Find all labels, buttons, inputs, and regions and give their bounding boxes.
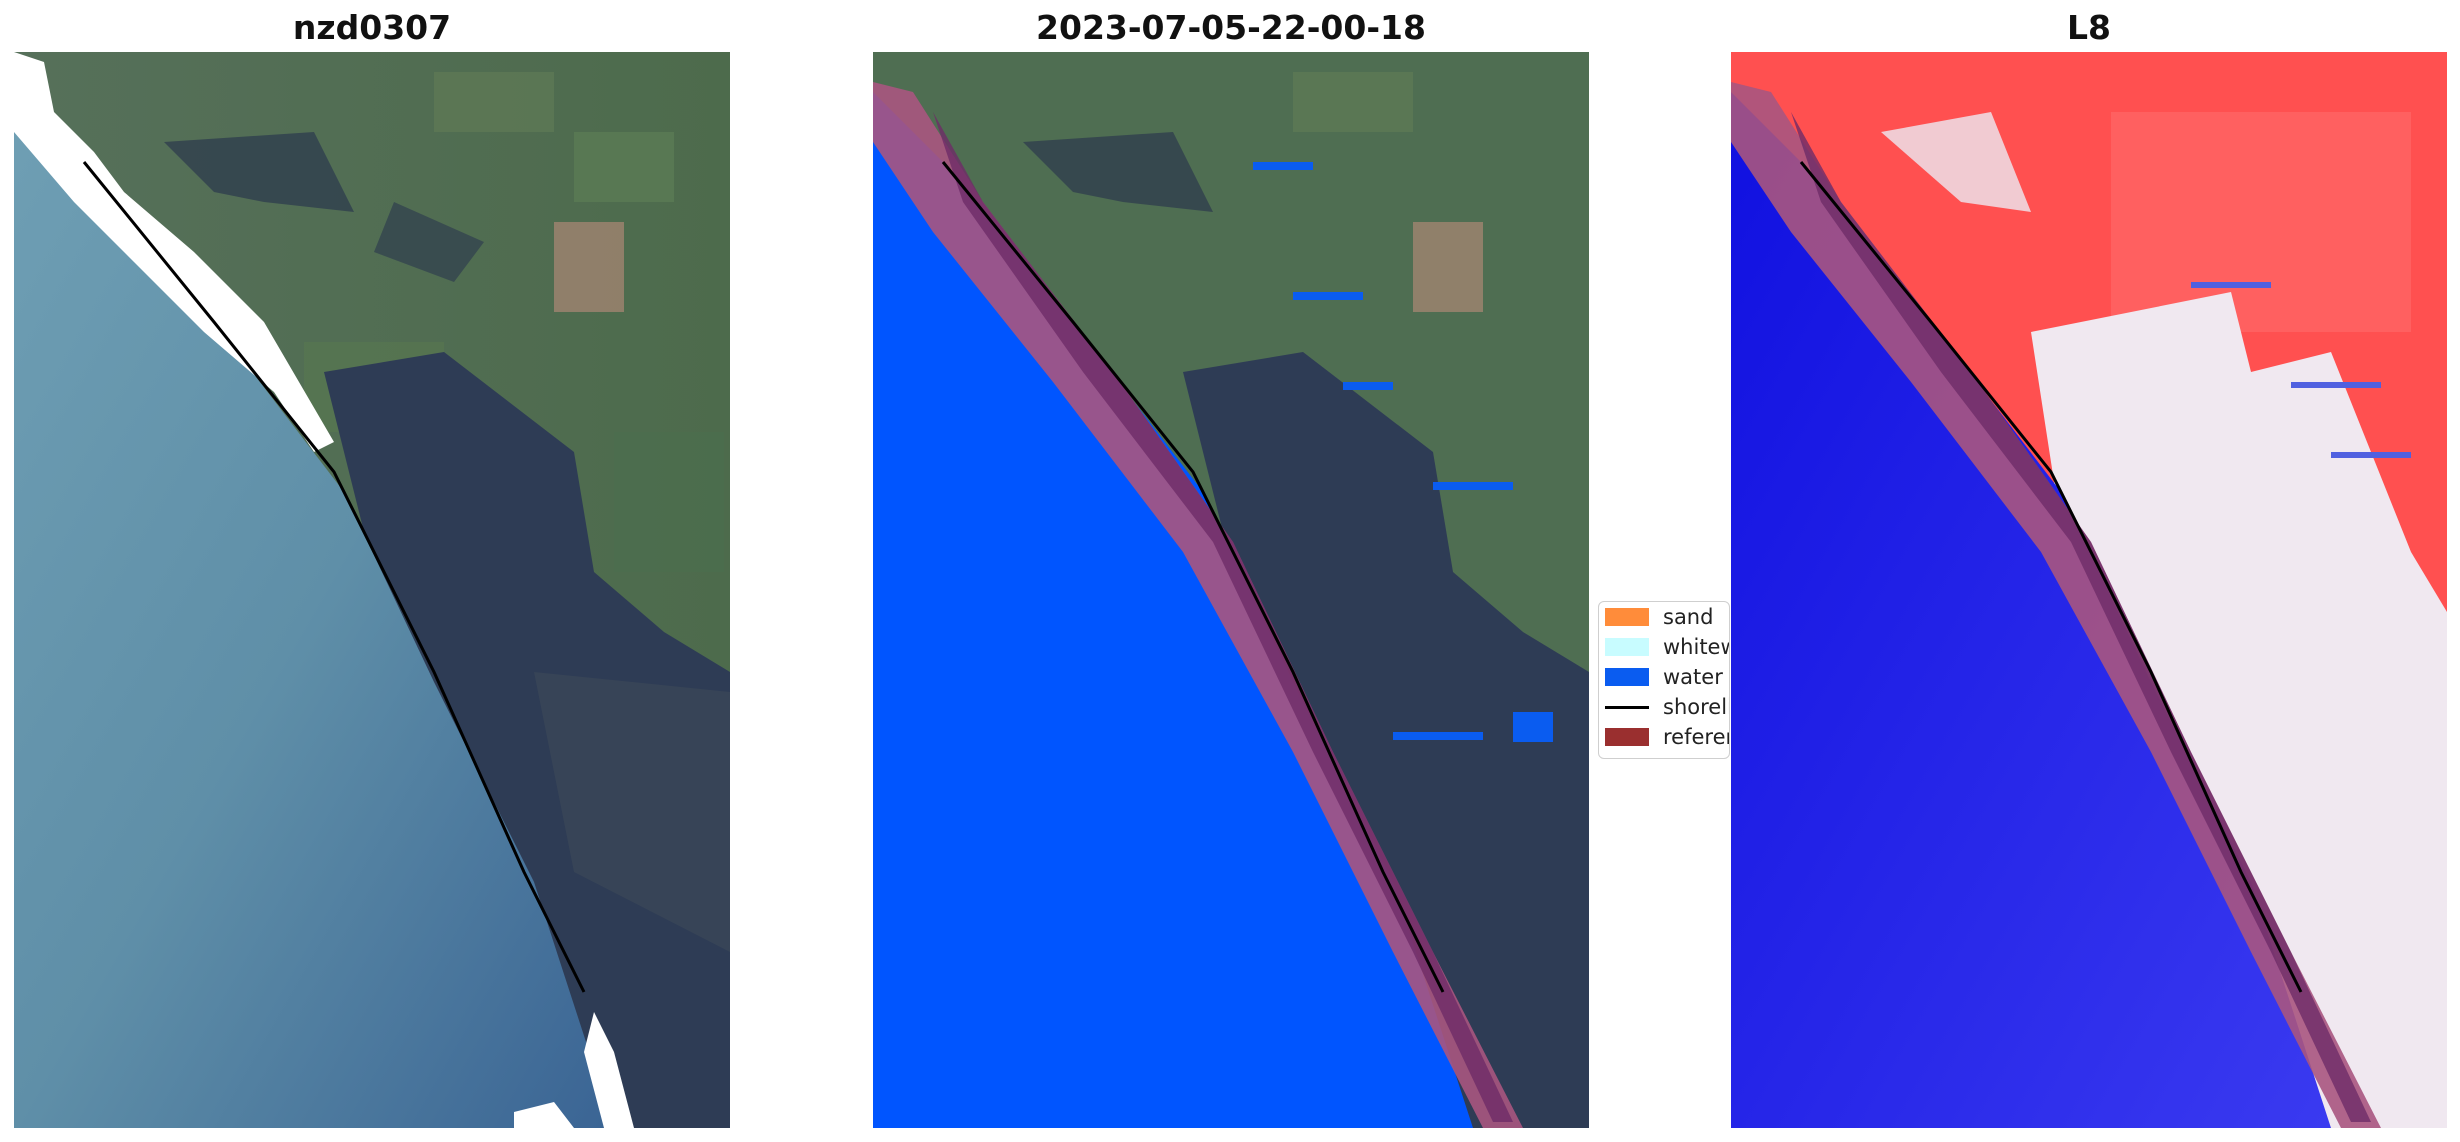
legend-item-water: water xyxy=(1605,664,1723,690)
panel-title-rgb: nzd0307 xyxy=(292,8,452,47)
index-shoreline xyxy=(1799,161,2303,993)
legend-label: water xyxy=(1663,665,1723,689)
water-swatch xyxy=(1605,668,1649,686)
classified-shoreline xyxy=(941,161,1445,993)
legend-item-shoreline: shoreline xyxy=(1605,694,1729,720)
whitewater-swatch xyxy=(1605,638,1649,656)
legend-label: shoreline xyxy=(1663,695,1729,719)
panel-title-classified: 2023-07-05-22-00-18 xyxy=(1036,8,1426,47)
index-image xyxy=(1731,52,2447,1128)
index-image-panel xyxy=(1731,52,2447,1128)
legend-item-sand: sand xyxy=(1605,604,1713,630)
panel-title-index: L8 xyxy=(2067,8,2111,47)
legend-label: sand xyxy=(1663,605,1714,629)
index-reference-buffer xyxy=(1731,82,2381,1128)
sand-swatch xyxy=(1605,608,1649,626)
reference-swatch xyxy=(1605,728,1649,746)
rgb-shoreline xyxy=(82,161,586,993)
classified-image xyxy=(873,52,1589,1128)
rgb-image xyxy=(14,52,730,1128)
classified-image-panel xyxy=(873,52,1589,1128)
legend-label: reference xyxy=(1663,725,1729,749)
classified-reference-buffer xyxy=(873,82,1523,1128)
rgb-image-panel xyxy=(14,52,730,1128)
shoreline-line-swatch xyxy=(1605,705,1649,709)
legend-item-reference: reference xyxy=(1605,724,1729,750)
